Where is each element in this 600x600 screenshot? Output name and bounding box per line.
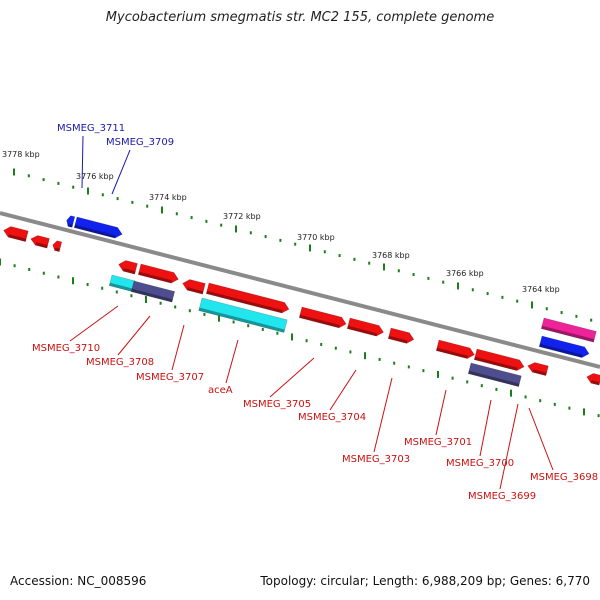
- gene-red-7: [205, 282, 290, 314]
- gene-label-bottom-leader: [329, 369, 357, 411]
- gene-label-bottom-leader: [225, 339, 239, 384]
- gene-label-top: MSMEG_3711: [57, 123, 125, 134]
- gene-label-bottom: MSMEG_3701: [404, 437, 472, 448]
- gene-label-bottom-leader: [499, 403, 519, 490]
- gene-callouts: MSMEG_3711 MSMEG_3709 MSMEG_3710 MSMEG_3708…: [32, 123, 598, 502]
- gene-red-5: [137, 263, 179, 284]
- gene-label-bottom: MSMEG_3700: [446, 458, 514, 469]
- gene-label-bottom: MSMEG_3705: [243, 399, 311, 410]
- ruler-label: 3772 kbp: [223, 212, 261, 221]
- gene-red-12: [473, 348, 525, 371]
- gene-label-bottom-leader: [171, 324, 185, 371]
- ruler-label: 3774 kbp: [149, 193, 187, 202]
- gene-label-top: MSMEG_3709: [106, 137, 174, 148]
- gene-red-8: [298, 306, 347, 329]
- gene-magenta: [540, 317, 597, 343]
- gene-label-bottom: MSMEG_3699: [468, 491, 536, 502]
- ruler-ticks: [0, 168, 600, 418]
- gene-red-14: [586, 373, 600, 386]
- gene-label-bottom: MSMEG_3708: [86, 357, 154, 368]
- gene-label-bottom: MSMEG_3704: [298, 412, 366, 423]
- ruler-label: 3776 kbp: [76, 172, 114, 181]
- gene-red-1: [3, 226, 29, 242]
- gene-label-bottom-leader: [435, 389, 447, 436]
- gene-label-bottom: MSMEG_3710: [32, 343, 100, 354]
- ruler-label: 3778 kbp: [2, 150, 40, 159]
- gene-red-10: [387, 327, 415, 344]
- gene-blue-right: [538, 335, 590, 358]
- gene-red-2: [30, 235, 50, 249]
- gene-slate-2: [467, 362, 522, 387]
- gene-red-9: [346, 317, 384, 337]
- gene-label-bottom-leader: [69, 305, 119, 342]
- gene-label-bottom-leader: [528, 407, 554, 471]
- genome-backbone: [0, 211, 600, 369]
- gene-cyan-1: [108, 274, 136, 292]
- gene-label-bottom-leader: [269, 357, 315, 398]
- gene-label-bottom: MSMEG_3698: [530, 472, 598, 483]
- gene-msmeg-3711: [66, 215, 76, 228]
- gene-features: [3, 215, 600, 387]
- ruler-label: 3766 kbp: [446, 269, 484, 278]
- ruler-labels: 3778 kbp 3776 kbp 3774 kbp 3772 kbp 3770 kbp…: [2, 150, 560, 294]
- gene-label-top-leader: [111, 149, 131, 195]
- gene-label-bottom-leader: [117, 315, 151, 356]
- gene-red-3: [52, 240, 63, 253]
- ruler-label: 3764 kbp: [522, 285, 560, 294]
- gene-label-top-leader: [81, 135, 84, 189]
- accession-text: Accession: NC_008596: [10, 574, 147, 588]
- gene-label-bottom: MSMEG_3703: [342, 454, 410, 465]
- gene-red-13: [527, 362, 549, 377]
- map-title: Mycobacterium smegmatis str. MC2 155, co…: [105, 10, 495, 25]
- gene-label-bottom-leader: [373, 377, 393, 453]
- gene-slate-1: [130, 280, 176, 303]
- ruler-label: 3770 kbp: [297, 233, 335, 242]
- gene-red-6: [182, 279, 206, 295]
- gene-red-11: [435, 339, 475, 359]
- topology-text: Topology: circular; Length: 6,988,209 bp…: [260, 574, 590, 588]
- gene-label-bottom-leader: [479, 399, 492, 457]
- gene-label-bottom: MSMEG_3707: [136, 372, 204, 383]
- gene-msmeg-3709: [73, 216, 123, 239]
- ruler-label: 3768 kbp: [372, 251, 410, 260]
- gene-label-bottom: aceA: [208, 385, 233, 396]
- gene-red-4: [118, 260, 138, 275]
- gene-acea: [198, 297, 288, 333]
